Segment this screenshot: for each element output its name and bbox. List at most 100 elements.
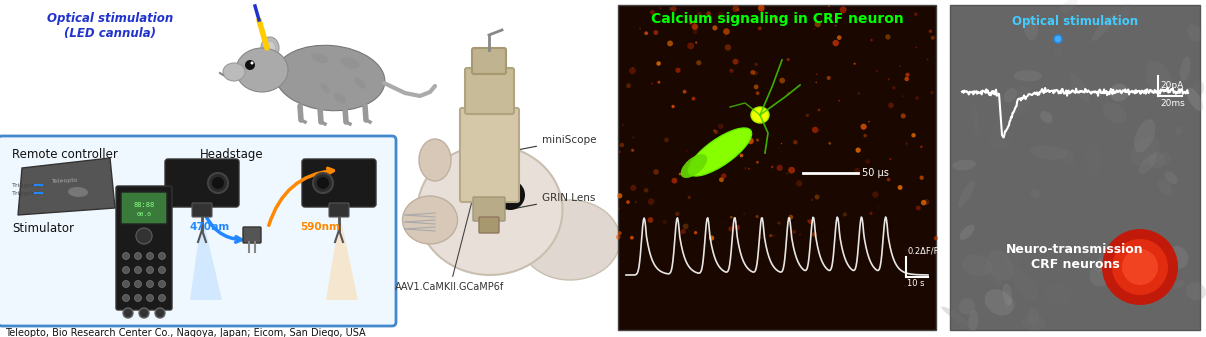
Circle shape: [146, 267, 153, 274]
Circle shape: [857, 92, 860, 95]
Ellipse shape: [1176, 126, 1182, 134]
Circle shape: [494, 180, 525, 210]
Circle shape: [904, 142, 908, 145]
Ellipse shape: [1166, 246, 1188, 269]
Circle shape: [781, 143, 783, 144]
Ellipse shape: [333, 94, 347, 102]
Circle shape: [123, 267, 129, 274]
Circle shape: [815, 82, 816, 83]
Circle shape: [861, 124, 867, 130]
Circle shape: [786, 58, 790, 61]
Ellipse shape: [1144, 61, 1172, 94]
Circle shape: [714, 130, 718, 134]
Circle shape: [779, 78, 785, 84]
Circle shape: [755, 63, 757, 66]
Circle shape: [897, 185, 902, 190]
Circle shape: [721, 173, 726, 179]
Circle shape: [814, 194, 820, 200]
Ellipse shape: [1169, 93, 1178, 108]
Circle shape: [139, 308, 150, 318]
Circle shape: [800, 234, 801, 235]
Circle shape: [826, 76, 831, 80]
Circle shape: [657, 81, 661, 84]
Ellipse shape: [961, 254, 991, 277]
Ellipse shape: [418, 139, 451, 181]
Circle shape: [709, 236, 714, 241]
Circle shape: [644, 31, 648, 35]
Circle shape: [919, 176, 924, 180]
Circle shape: [679, 173, 681, 175]
Circle shape: [889, 103, 894, 108]
Circle shape: [753, 71, 757, 75]
Ellipse shape: [1138, 154, 1157, 174]
Circle shape: [654, 169, 658, 175]
Circle shape: [837, 35, 842, 40]
Circle shape: [725, 36, 726, 37]
Circle shape: [886, 178, 890, 181]
Circle shape: [686, 150, 687, 152]
Circle shape: [680, 229, 686, 234]
Ellipse shape: [403, 196, 457, 244]
Circle shape: [718, 124, 724, 129]
Circle shape: [732, 59, 738, 65]
Circle shape: [838, 100, 841, 102]
FancyBboxPatch shape: [165, 159, 239, 207]
Circle shape: [901, 114, 906, 118]
Circle shape: [123, 252, 129, 259]
Ellipse shape: [960, 225, 974, 240]
Circle shape: [675, 68, 680, 73]
Circle shape: [924, 199, 930, 205]
Text: GRIN Lens: GRIN Lens: [510, 193, 596, 210]
Circle shape: [123, 280, 129, 287]
Circle shape: [786, 92, 790, 95]
Ellipse shape: [1165, 171, 1177, 184]
Circle shape: [619, 151, 621, 153]
Ellipse shape: [1099, 254, 1111, 266]
Circle shape: [933, 236, 938, 240]
Circle shape: [660, 7, 661, 9]
Circle shape: [672, 105, 675, 108]
Circle shape: [772, 235, 775, 237]
Circle shape: [648, 198, 655, 205]
Circle shape: [617, 231, 621, 235]
Text: 20pA: 20pA: [1160, 82, 1183, 91]
Text: Remote controller: Remote controller: [12, 148, 118, 161]
Circle shape: [756, 91, 760, 95]
Circle shape: [731, 154, 736, 158]
Circle shape: [868, 121, 870, 122]
Circle shape: [1102, 229, 1178, 305]
Circle shape: [683, 223, 689, 229]
Circle shape: [904, 77, 909, 81]
Circle shape: [736, 128, 740, 132]
Circle shape: [693, 26, 696, 28]
Ellipse shape: [1192, 81, 1205, 97]
Ellipse shape: [953, 160, 976, 170]
Ellipse shape: [751, 107, 769, 123]
Circle shape: [927, 59, 929, 60]
Circle shape: [636, 202, 637, 203]
Circle shape: [123, 295, 129, 302]
Text: Calcium signaling in CRF neuron: Calcium signaling in CRF neuron: [650, 12, 903, 26]
Circle shape: [675, 212, 679, 216]
Circle shape: [693, 22, 695, 24]
Ellipse shape: [984, 289, 1013, 315]
Ellipse shape: [1024, 17, 1038, 40]
Circle shape: [761, 11, 763, 14]
Circle shape: [807, 220, 809, 221]
Ellipse shape: [1070, 73, 1089, 101]
Circle shape: [511, 186, 519, 194]
Ellipse shape: [417, 145, 562, 275]
Ellipse shape: [1091, 13, 1117, 41]
Circle shape: [719, 177, 724, 182]
Circle shape: [792, 230, 796, 234]
Ellipse shape: [1185, 282, 1206, 300]
Circle shape: [730, 141, 731, 142]
Circle shape: [644, 188, 649, 192]
Circle shape: [492, 147, 496, 151]
Ellipse shape: [314, 50, 326, 66]
Circle shape: [207, 173, 228, 193]
FancyBboxPatch shape: [466, 68, 514, 114]
Circle shape: [786, 173, 788, 174]
Circle shape: [724, 157, 727, 160]
Circle shape: [734, 225, 739, 230]
